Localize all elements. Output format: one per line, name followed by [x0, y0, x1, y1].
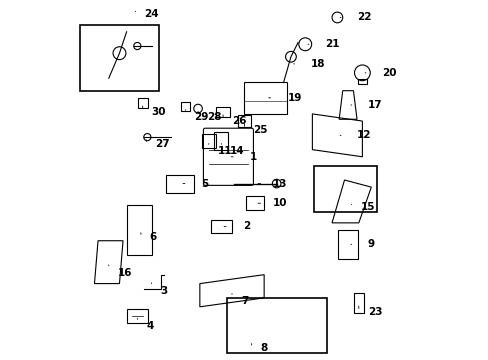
Bar	[246, 196, 264, 210]
Text: 4: 4	[146, 321, 153, 332]
Text: 8: 8	[260, 343, 267, 353]
Text: 15: 15	[360, 202, 374, 212]
Bar	[244, 82, 287, 114]
Text: 27: 27	[155, 139, 169, 149]
Bar	[181, 103, 189, 111]
Bar	[313, 166, 376, 212]
Text: 25: 25	[253, 125, 267, 135]
Text: 13: 13	[272, 179, 287, 189]
Bar	[138, 98, 147, 108]
Bar	[216, 107, 230, 117]
Text: 2: 2	[242, 221, 249, 231]
Text: 28: 28	[206, 112, 221, 122]
Bar	[126, 309, 148, 323]
Bar	[201, 134, 216, 148]
Text: 20: 20	[381, 68, 396, 78]
Text: 21: 21	[324, 39, 339, 49]
Text: 10: 10	[272, 198, 287, 208]
Bar	[214, 132, 228, 150]
Text: 6: 6	[149, 232, 157, 242]
Text: 19: 19	[287, 93, 301, 103]
Bar	[353, 293, 363, 313]
Bar	[80, 24, 159, 91]
Bar	[357, 79, 366, 84]
Text: 3: 3	[160, 286, 167, 296]
Text: 17: 17	[367, 100, 382, 110]
Bar	[226, 298, 326, 353]
Text: 1: 1	[249, 152, 257, 162]
Text: 18: 18	[310, 59, 325, 69]
Text: 5: 5	[201, 179, 208, 189]
Text: 12: 12	[356, 130, 371, 140]
Bar	[210, 220, 231, 233]
Bar	[238, 114, 250, 127]
Text: 23: 23	[367, 307, 382, 317]
Text: 24: 24	[144, 9, 159, 19]
Bar	[165, 175, 194, 193]
Text: 9: 9	[367, 239, 374, 249]
Text: 22: 22	[356, 13, 371, 22]
Text: 16: 16	[118, 268, 132, 278]
Text: 7: 7	[241, 296, 248, 306]
Text: 29: 29	[194, 112, 208, 122]
Text: 11: 11	[217, 147, 232, 157]
Bar	[337, 230, 357, 258]
Text: 30: 30	[151, 107, 166, 117]
Text: 26: 26	[231, 116, 246, 126]
Text: 14: 14	[230, 147, 244, 157]
